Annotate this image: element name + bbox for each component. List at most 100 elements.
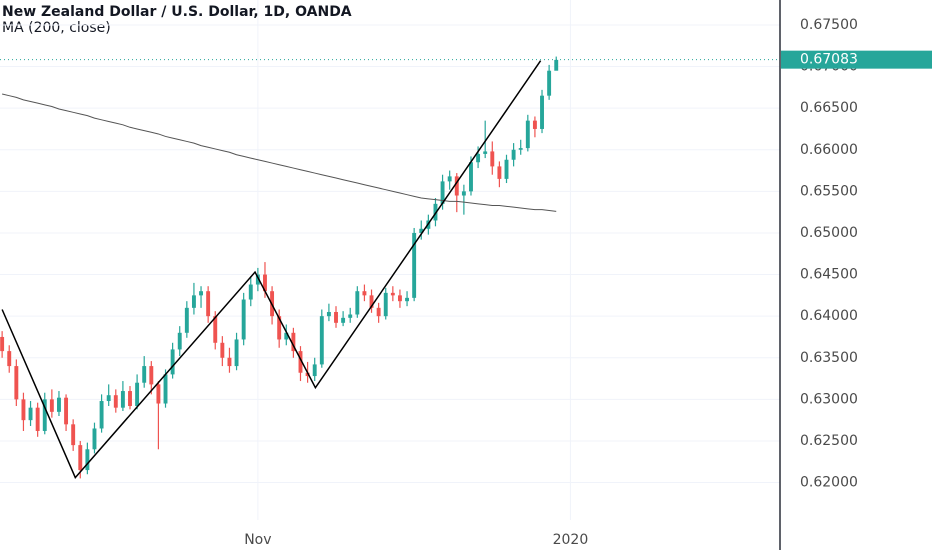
candle-body bbox=[518, 148, 523, 150]
indicator-legend: MA (200, close) bbox=[2, 20, 111, 36]
candle-body bbox=[71, 424, 76, 446]
candle-body bbox=[326, 312, 331, 317]
chart-title: New Zealand Dollar / U.S. Dollar, 1D, OA… bbox=[2, 4, 352, 20]
candle-body bbox=[78, 445, 83, 471]
candle-body bbox=[263, 274, 267, 292]
candle-body bbox=[241, 299, 246, 340]
last-price-label: 0.67083 bbox=[800, 52, 858, 68]
candle-body bbox=[376, 307, 381, 317]
candle-body bbox=[355, 291, 360, 315]
y-tick-label: 0.62500 bbox=[800, 433, 858, 449]
candle-body bbox=[277, 316, 282, 340]
y-tick-label: 0.67500 bbox=[800, 17, 858, 33]
candle-body bbox=[35, 407, 40, 431]
trend-drawing bbox=[1, 60, 542, 479]
candle-body bbox=[248, 284, 253, 300]
candle-body bbox=[170, 349, 175, 375]
candle-body bbox=[348, 314, 353, 318]
candle-body bbox=[206, 291, 211, 317]
candle-body bbox=[184, 307, 189, 333]
candle-body bbox=[234, 339, 239, 367]
candle-body bbox=[149, 366, 154, 385]
candle-body bbox=[412, 232, 417, 298]
candle-body bbox=[135, 382, 140, 407]
grid bbox=[0, 0, 780, 520]
candle-body bbox=[298, 351, 303, 373]
candle-body bbox=[305, 372, 310, 377]
candle-body bbox=[0, 336, 5, 352]
candle-body bbox=[113, 395, 118, 408]
candle-body bbox=[128, 391, 132, 407]
candle-body bbox=[14, 366, 19, 400]
candle-body bbox=[199, 291, 203, 296]
candle-body bbox=[397, 295, 402, 302]
candle-body bbox=[106, 395, 111, 402]
candle-body bbox=[49, 399, 54, 412]
y-tick-label: 0.63500 bbox=[800, 350, 858, 366]
y-tick-label: 0.63000 bbox=[800, 391, 858, 407]
candle-body bbox=[405, 297, 410, 302]
y-tick-label: 0.65500 bbox=[800, 183, 858, 199]
candle-body bbox=[142, 366, 147, 383]
candle-body bbox=[191, 295, 196, 308]
candles bbox=[0, 56, 559, 479]
candle-body bbox=[440, 181, 445, 204]
candle-body bbox=[341, 317, 346, 323]
y-tick-label: 0.64500 bbox=[800, 267, 858, 283]
candle-body bbox=[461, 191, 466, 196]
candle-body bbox=[85, 449, 90, 471]
y-tick-label: 0.66000 bbox=[800, 142, 858, 158]
y-tick-label: 0.62000 bbox=[800, 475, 858, 491]
candle-body bbox=[369, 295, 374, 308]
x-tick-label: Nov bbox=[244, 532, 271, 548]
moving-average bbox=[2, 93, 557, 212]
last-price-box bbox=[781, 50, 932, 69]
candle-body bbox=[504, 159, 509, 179]
candle-body bbox=[220, 342, 225, 358]
candle-body bbox=[227, 357, 232, 367]
candle-body bbox=[454, 176, 459, 196]
candle-body bbox=[255, 274, 260, 285]
candle-body bbox=[57, 397, 61, 412]
candle-body bbox=[28, 407, 33, 421]
y-tick-label: 0.65000 bbox=[800, 225, 858, 241]
candle-body bbox=[334, 312, 338, 323]
candle-body bbox=[291, 332, 296, 352]
candle-body bbox=[156, 384, 161, 404]
candle-body bbox=[64, 397, 69, 425]
candle-body bbox=[177, 332, 182, 350]
candle-body bbox=[490, 151, 495, 167]
candle-body bbox=[362, 291, 367, 296]
candle-body bbox=[319, 316, 324, 365]
candle-body bbox=[532, 120, 537, 129]
candle-body bbox=[120, 391, 125, 408]
candle-body bbox=[312, 364, 317, 377]
candle-body bbox=[483, 151, 488, 154]
candle-body bbox=[99, 401, 104, 429]
candle-body bbox=[547, 70, 552, 96]
y-tick-label: 0.66500 bbox=[800, 100, 858, 116]
axes: 0.62000 0.62500 0.63000 0.63500 0.64000 0.645… bbox=[244, 0, 932, 550]
candle-body bbox=[163, 374, 168, 404]
overlays bbox=[0, 59, 780, 479]
candle-body bbox=[383, 292, 388, 317]
candle-body bbox=[476, 153, 481, 163]
candle-body bbox=[554, 59, 559, 71]
candle-body bbox=[525, 120, 530, 149]
candle-body bbox=[540, 95, 544, 129]
candle-body bbox=[511, 149, 516, 160]
y-tick-label: 0.64000 bbox=[800, 308, 858, 324]
candle-body bbox=[92, 428, 97, 450]
candle-body bbox=[42, 399, 47, 431]
candle-body bbox=[497, 166, 502, 179]
candle-body bbox=[21, 399, 26, 421]
candle-body bbox=[419, 228, 424, 233]
candle-body bbox=[7, 351, 12, 367]
candle-body bbox=[284, 332, 289, 340]
x-tick-label: 2020 bbox=[553, 532, 589, 548]
candle-body bbox=[213, 316, 218, 343]
candle-body bbox=[447, 176, 452, 182]
